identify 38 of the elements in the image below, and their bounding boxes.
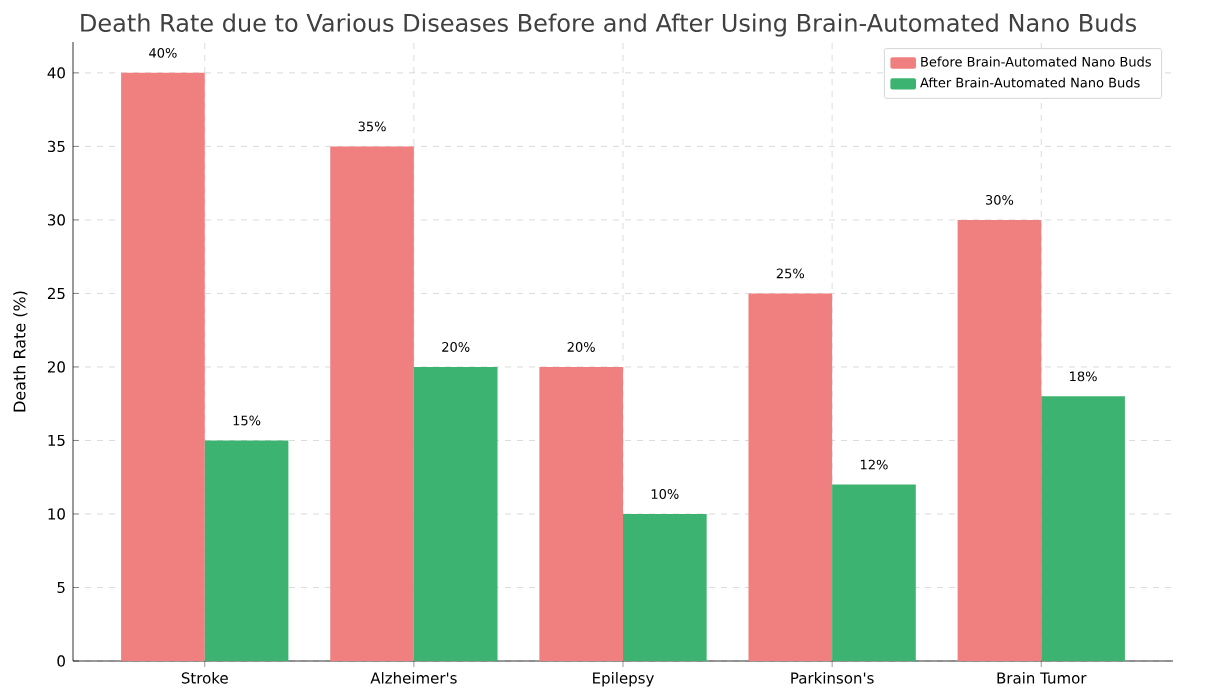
data-label: 25%	[776, 268, 805, 279]
y-tick-label: 30	[47, 214, 65, 226]
data-label: 12%	[860, 459, 888, 470]
data-label: 35%	[358, 121, 386, 132]
bar	[957, 219, 1042, 661]
y-tick-label: 15	[48, 434, 65, 447]
bar	[748, 293, 833, 661]
data-label: 20%	[442, 342, 470, 352]
bar	[121, 72, 205, 661]
y-axis-title: Death Rate (%)	[13, 291, 28, 412]
x-tick-label: Brain Tumor	[997, 672, 1087, 684]
bar	[1041, 396, 1125, 661]
x-tick-label: Alzheimer's	[370, 672, 457, 684]
x-tick-label: Epilepsy	[593, 672, 654, 687]
legend-label: After Brain-Automated Nano Buds	[920, 77, 1140, 88]
x-tick-label: Stroke	[181, 672, 228, 684]
data-label: 10%	[651, 489, 679, 499]
data-label: 30%	[985, 195, 1014, 205]
x-tick-label: Parkinson's	[791, 672, 874, 684]
y-tick-label: 20	[47, 361, 65, 373]
data-label: 15%	[233, 415, 261, 426]
chart-title: Death Rate due to Various Diseases Before and After Using Brain-Automated Nano Buds	[81, 13, 1136, 37]
bar	[413, 366, 498, 661]
bar	[832, 484, 916, 661]
bar	[330, 146, 414, 661]
bar	[623, 513, 707, 661]
data-label: 20%	[567, 342, 595, 352]
y-tick-label: 10	[48, 508, 65, 520]
y-tick-label: 5	[57, 581, 65, 594]
bar	[539, 366, 624, 661]
y-tick-label: 35	[47, 140, 65, 153]
bar	[204, 440, 289, 661]
y-tick-label: 0	[57, 655, 65, 667]
y-tick-label: 25	[47, 287, 65, 300]
legend-label: Before Brain-Automated Nano Buds	[921, 56, 1151, 67]
data-label: 18%	[1070, 371, 1097, 382]
data-label: 40%	[149, 48, 177, 58]
y-tick-label: 40	[47, 67, 65, 79]
